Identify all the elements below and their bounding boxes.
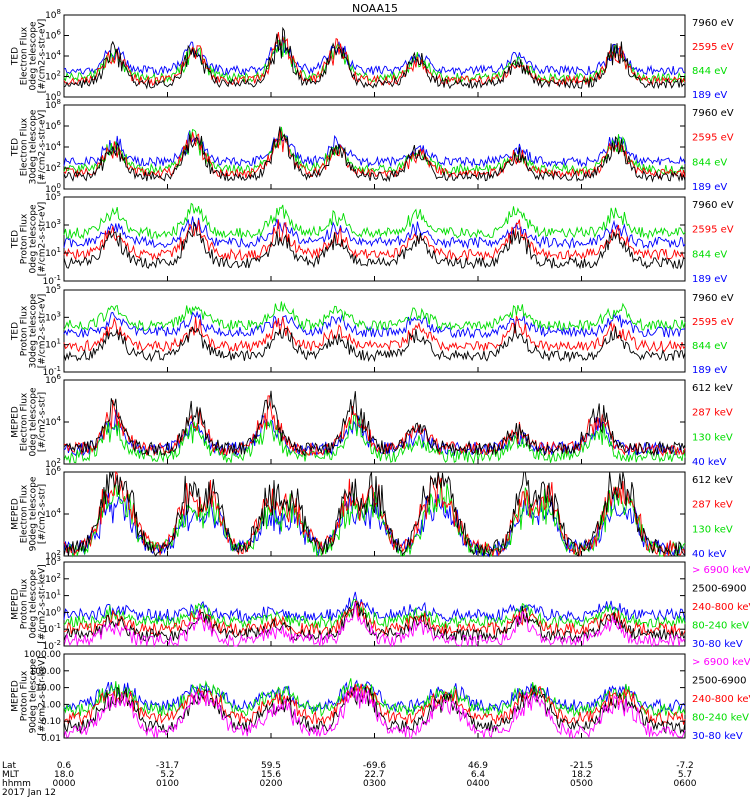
legend-entry: 287 keV <box>692 408 733 419</box>
legend-entry: 189 eV <box>692 274 727 285</box>
legend-entry: 40 keV <box>692 549 726 560</box>
legend-entry: 2595 eV <box>692 133 734 144</box>
footer-value-hhmm: 0600 <box>674 779 697 789</box>
y-axis-label: TEDElectron Flux30deg telescope[#/cm2-s-… <box>11 109 48 184</box>
legend-entry: 844 eV <box>692 341 727 352</box>
legend-entry: > 6900 keV <box>692 565 750 576</box>
footer-value-hhmm: 0000 <box>53 779 76 789</box>
footer-value-hhmm: 0100 <box>156 779 179 789</box>
y-tick-label: 106 <box>45 119 61 132</box>
legend-entry: 844 eV <box>692 249 727 260</box>
legend-entry: 189 eV <box>692 365 727 376</box>
y-axis-label: MEPEDProton Flux90deg telescope[#/cm2-s-… <box>11 656 48 735</box>
y-tick-label: 104 <box>45 507 61 520</box>
y-axis-label: MEPEDElectron Flux90deg telescope[#/cm2-… <box>11 476 48 551</box>
y-axis-label: MEPEDProton Flux0deg telescope[#/cm2-s-s… <box>11 564 48 643</box>
panel-8: 0.010.101.0010.00100.001000.00MEPEDProto… <box>11 650 750 744</box>
legend-entry: 80-240 keV <box>692 713 749 724</box>
legend-entry: 2595 eV <box>692 225 734 236</box>
legend-entry: 844 eV <box>692 157 727 168</box>
footer-value-hhmm: 0300 <box>363 779 386 789</box>
legend-entry: 80-240 keV <box>692 621 749 632</box>
y-axis-label: TEDProton Flux30deg telescope[#/cm2-s-st… <box>11 293 48 368</box>
legend-entry: 240-800 keV <box>692 694 750 705</box>
footer-value-hhmm: 0400 <box>467 779 490 789</box>
footer-value-hhmm: 0500 <box>570 779 593 789</box>
legend-entry: 2595 eV <box>692 317 734 328</box>
legend-entry: 7960 eV <box>692 293 734 304</box>
legend-entry: 2595 eV <box>692 42 734 53</box>
y-tick-label: 104 <box>45 140 61 153</box>
footer-row-label: 2017 Jan 12 <box>2 788 56 798</box>
legend-entry: 130 keV <box>692 524 733 535</box>
legend-entry: 7960 eV <box>692 18 734 29</box>
legend-entry: > 6900 keV <box>692 657 750 668</box>
legend-entry: 612 keV <box>692 475 733 486</box>
legend-entry: 612 keV <box>692 383 733 394</box>
legend-entry: 2500-6900 <box>692 676 747 687</box>
legend-entry: 2500-6900 <box>692 584 747 595</box>
y-tick-label: 104 <box>45 415 61 428</box>
legend-entry: 40 keV <box>692 457 726 468</box>
legend-entry: 189 eV <box>692 90 727 101</box>
legend-entry: 30-80 keV <box>692 639 743 650</box>
legend-entry: 240-800 keV <box>692 602 750 613</box>
panel-frame <box>64 654 685 738</box>
y-axis-label: MEPEDElectron Flux0deg telescope[#/cm2-s… <box>11 387 48 457</box>
legend-entry: 30-80 keV <box>692 731 743 742</box>
y-axis-label: TEDElectron Flux0deg telescope[#/cm2-s-s… <box>11 19 48 94</box>
panel-frame <box>64 105 685 189</box>
footer-value-hhmm: 0200 <box>260 779 283 789</box>
y-axis-label: TEDProton Flux0deg telescope[#/cm2-s-str… <box>11 202 48 277</box>
y-tick-label: 104 <box>45 49 61 62</box>
y-tick-label: 106 <box>45 29 61 42</box>
legend-entry: 189 eV <box>692 182 727 193</box>
legend-entry: 7960 eV <box>692 200 734 211</box>
legend-entry: 7960 eV <box>692 108 734 119</box>
legend-entry: 130 keV <box>692 432 733 443</box>
legend-entry: 844 eV <box>692 66 727 77</box>
legend-entry: 287 keV <box>692 500 733 511</box>
